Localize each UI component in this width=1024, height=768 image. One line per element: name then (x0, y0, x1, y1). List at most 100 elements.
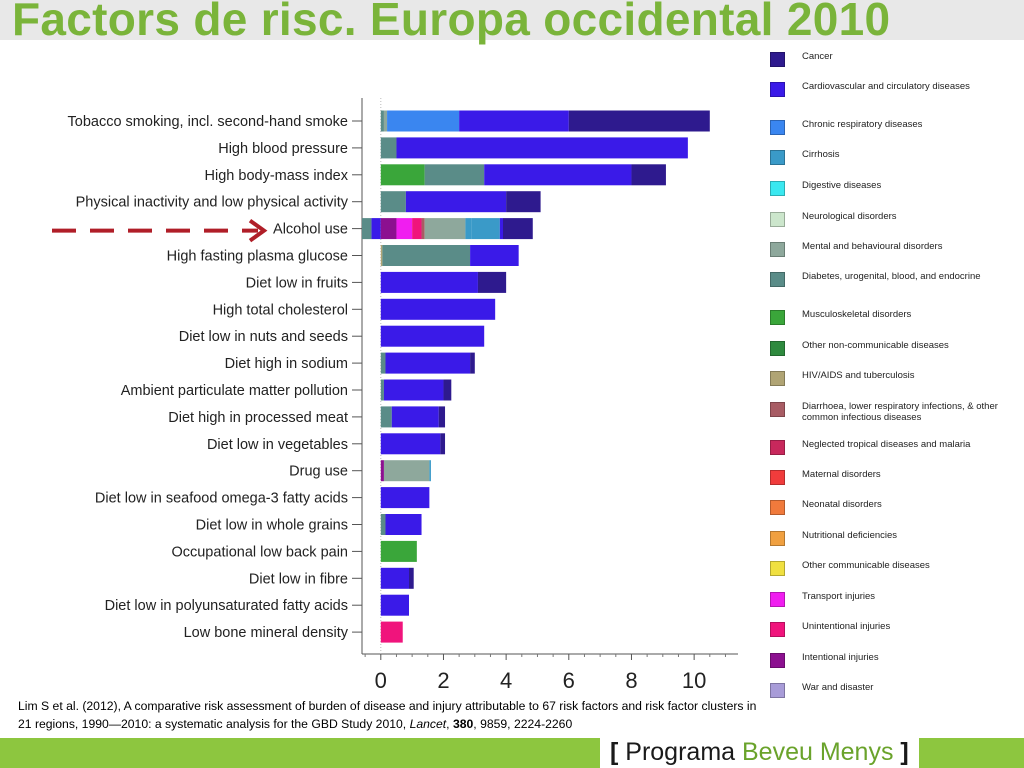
bar-segment (383, 110, 388, 132)
bar-segment (380, 379, 384, 401)
legend-swatch (770, 653, 785, 668)
legend-item: Diarrhoea, lower respiratory infections,… (768, 401, 1018, 432)
category-label: High blood pressure (218, 141, 348, 157)
legend-swatch (770, 52, 785, 67)
category-label: Ambient particulate matter pollution (121, 383, 348, 399)
legend-swatch (770, 181, 785, 196)
legend-swatch (770, 683, 785, 698)
category-label: Drug use (289, 464, 348, 480)
legend-label: Nutritional deficiencies (802, 530, 898, 541)
citation-journal: Lancet (409, 717, 447, 731)
category-label: Diet low in fruits (246, 275, 348, 291)
bar-segment (380, 110, 384, 132)
citation-text: Lim S et al. (2012), A comparative risk … (18, 697, 758, 733)
legend-item: War and disaster (768, 682, 1018, 713)
legend-swatch (770, 310, 785, 325)
legend-label: Neurological disorders (802, 211, 897, 222)
legend-item: Cancer (768, 51, 1018, 82)
bar-segment (470, 352, 475, 374)
category-label: Diet low in nuts and seeds (179, 329, 348, 345)
bar-segment (371, 218, 381, 240)
bar-segment (421, 218, 425, 240)
legend-label: Unintentional injuries (802, 621, 891, 632)
bar-segment (424, 164, 485, 186)
legend-swatch (770, 82, 785, 97)
x-tick-label: 4 (500, 668, 512, 693)
bar-segment (396, 218, 413, 240)
legend-swatch (770, 561, 785, 576)
bar-segment (477, 271, 507, 293)
legend-label: Musculoskeletal disorders (802, 309, 912, 320)
legend-swatch (770, 120, 785, 135)
legend-swatch (770, 622, 785, 637)
legend-item: Neurological disorders (768, 211, 1018, 242)
bar-segment (391, 406, 439, 428)
legend-swatch (770, 341, 785, 356)
legend-label: Chronic respiratory diseases (802, 119, 923, 130)
bar-segment (383, 379, 444, 401)
bar-segment (412, 218, 422, 240)
brand-open-bracket: [ (610, 738, 619, 766)
bar-segment (499, 218, 503, 240)
bar-segment (631, 164, 666, 186)
category-label: Diet low in vegetables (207, 437, 348, 453)
bar-segment (470, 245, 519, 266)
category-label: Diet low in whole grains (196, 518, 348, 534)
legend-swatch (770, 212, 785, 227)
bar-segment (380, 245, 383, 266)
category-label: Tobacco smoking, incl. second-hand smoke (68, 114, 348, 130)
legend-swatch (770, 242, 785, 257)
legend-swatch (770, 592, 785, 607)
category-label: Physical inactivity and low physical act… (76, 195, 349, 211)
legend-item: Diabetes, urogenital, blood, and endocri… (768, 271, 1018, 302)
legend-item: HIV/AIDS and tuberculosis (768, 370, 1018, 401)
bar-segment (385, 514, 422, 535)
bar-segment (396, 137, 688, 159)
bar-segment (440, 433, 446, 455)
legend-item: Chronic respiratory diseases (768, 119, 1018, 150)
highlight-arrow-head (248, 218, 268, 243)
bar-segment (380, 406, 392, 428)
legend-item: Mental and behavioural disorders (768, 241, 1018, 272)
brand-close-bracket: ] (900, 738, 909, 766)
bar-segment (503, 218, 533, 240)
legend-item: Other communicable diseases (768, 560, 1018, 591)
bar-segment (380, 621, 403, 643)
legend-item: Musculoskeletal disorders (768, 309, 1018, 340)
bar-segment (465, 218, 472, 240)
legend-item: Maternal disorders (768, 469, 1018, 500)
bar-segment (424, 218, 466, 240)
bar-segment (380, 271, 478, 293)
bar-segment (380, 487, 430, 509)
legend-item: Neglected tropical diseases and malaria (768, 439, 1018, 470)
legend-item: Neonatal disorders (768, 499, 1018, 530)
citation-volume: 380 (452, 717, 474, 731)
bar-segment (380, 325, 485, 347)
legend-label: Cancer (802, 51, 833, 62)
legend-label: Other communicable diseases (802, 560, 930, 571)
legend-label: HIV/AIDS and tuberculosis (802, 370, 915, 381)
category-label: High total cholesterol (213, 302, 348, 318)
citation-separator: , (446, 717, 453, 731)
legend-swatch (770, 531, 785, 546)
legend-swatch (770, 402, 785, 417)
bar-segment (380, 540, 417, 562)
legend-swatch (770, 500, 785, 515)
bar-segment (380, 218, 397, 240)
x-tick-label: 10 (682, 668, 706, 693)
category-label: Diet high in processed meat (168, 410, 348, 426)
bar-segment (362, 218, 372, 240)
category-label: Alcohol use (273, 222, 348, 238)
bar-segment (484, 164, 632, 186)
bar-segment (506, 191, 541, 213)
legend-label: Diarrhoea, lower respiratory infections,… (802, 401, 998, 423)
legend-swatch (770, 150, 785, 165)
legend-swatch (770, 470, 785, 485)
legend-label: Neglected tropical diseases and malaria (802, 439, 971, 450)
x-tick-label: 0 (375, 668, 387, 693)
bar-segment (429, 460, 431, 482)
legend-label: Cardiovascular and circulatory diseases (802, 81, 970, 92)
legend-label: Intentional injuries (802, 652, 879, 663)
brand-word-programa: Programa (625, 738, 736, 766)
bar-segment (380, 191, 406, 213)
